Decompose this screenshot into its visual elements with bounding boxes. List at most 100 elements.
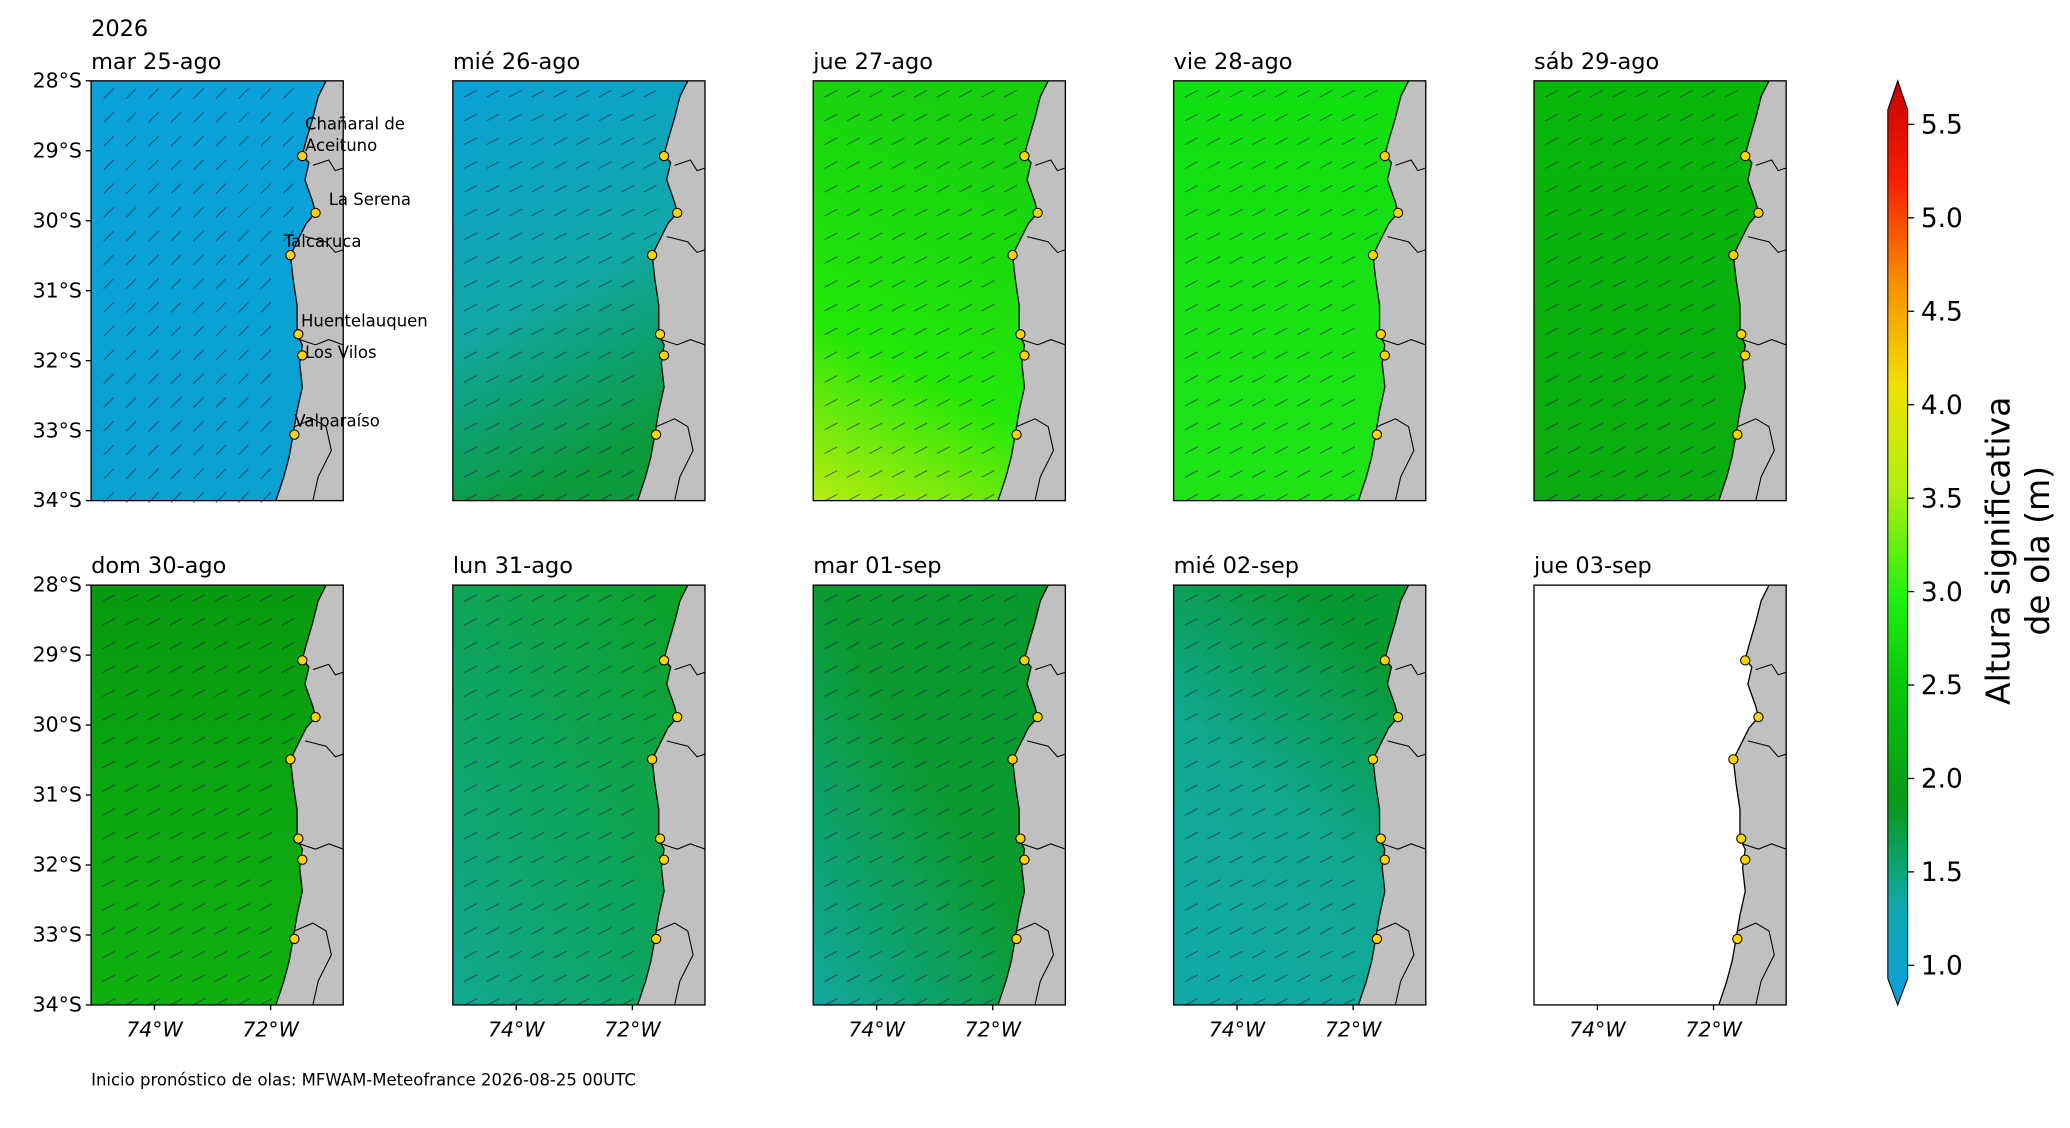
wind-arrow xyxy=(1184,808,1199,816)
wind-arrow xyxy=(914,232,928,241)
wind-arrow xyxy=(869,446,883,455)
place-marker xyxy=(658,655,670,666)
wind-arrow xyxy=(643,232,657,241)
wind-arrow xyxy=(1545,327,1559,336)
wind-arrow xyxy=(531,351,545,359)
wind-arrow xyxy=(958,784,973,792)
wind-arrow xyxy=(148,111,160,123)
wind-arrow xyxy=(914,594,928,602)
wind-arrow xyxy=(486,903,500,911)
place-marker xyxy=(1015,329,1026,340)
wind-arrow xyxy=(914,327,928,336)
wind-arrow xyxy=(236,831,251,840)
wind-arrow xyxy=(214,665,228,674)
wind-arrow xyxy=(147,760,161,769)
wind-arrow xyxy=(170,230,182,242)
wind-arrow xyxy=(214,974,228,983)
wind-arrow xyxy=(914,493,928,502)
wind-arrow xyxy=(869,303,883,312)
wind-arrow xyxy=(214,712,228,721)
wind-arrow xyxy=(1229,665,1243,674)
wind-arrow xyxy=(1274,208,1288,217)
place-marker xyxy=(658,150,670,162)
frame xyxy=(1172,584,1427,1006)
wind-arrow xyxy=(576,760,590,769)
wind-arrow xyxy=(598,855,612,864)
border xyxy=(661,339,706,346)
border xyxy=(1755,159,1787,172)
wind-arrow xyxy=(1634,303,1649,312)
wind-arrow xyxy=(1229,422,1243,431)
wind-arrow xyxy=(1274,926,1288,935)
wind-arrow xyxy=(191,689,206,697)
border xyxy=(1026,740,1066,758)
wind-arrow xyxy=(1296,446,1311,455)
wind-arrow xyxy=(169,926,183,935)
wind-arrow xyxy=(486,998,500,1006)
place-marker xyxy=(658,350,670,361)
border xyxy=(299,843,344,850)
wind-arrow xyxy=(1341,594,1356,602)
wind-arrow xyxy=(914,256,928,264)
wind-arrow xyxy=(170,325,182,337)
wind-arrow xyxy=(936,950,950,959)
wind-arrow xyxy=(1634,446,1649,455)
wind-arrow xyxy=(598,113,612,122)
wind-arrow xyxy=(958,903,973,911)
wind-arrow xyxy=(553,493,567,502)
wind-arrow xyxy=(936,327,950,336)
wind-arrow xyxy=(463,760,478,769)
wind-arrow xyxy=(1296,398,1311,407)
wind-arrow xyxy=(824,641,838,650)
wind-arrow xyxy=(1319,760,1333,769)
wind-arrow xyxy=(846,351,861,359)
wind-arrow xyxy=(1612,137,1626,146)
wind-arrow xyxy=(981,351,995,359)
wind-arrow xyxy=(846,256,861,264)
wind-arrow xyxy=(981,641,995,650)
wind-arrow xyxy=(553,617,567,626)
frame xyxy=(1172,80,1427,502)
wind-arrow xyxy=(486,184,500,193)
wind-arrow xyxy=(981,950,995,959)
wind-arrow xyxy=(869,232,883,241)
wind-arrow xyxy=(1319,256,1333,264)
wind-arrow xyxy=(869,470,883,478)
wind-arrow xyxy=(259,689,273,697)
wind-arrow xyxy=(508,327,523,336)
wind-arrow xyxy=(486,594,500,602)
wind-arrow xyxy=(576,279,590,288)
wind-arrow xyxy=(576,879,590,888)
border xyxy=(1742,843,1787,850)
wind-arrow xyxy=(1229,974,1243,983)
wind-arrow xyxy=(463,89,478,98)
wind-arrow xyxy=(958,89,973,98)
wind-arrow xyxy=(1679,279,1694,288)
wind-arrow xyxy=(170,254,182,266)
wind-arrow xyxy=(1545,303,1559,312)
wind-arrow xyxy=(1319,926,1333,935)
wind-arrow xyxy=(936,855,950,864)
wind-arrow xyxy=(125,254,137,266)
lon-tick-label: 72°W xyxy=(1685,1018,1742,1042)
wind-arrow xyxy=(620,784,635,792)
wind-arrow xyxy=(1589,184,1604,193)
place-label: Talcaruca xyxy=(283,232,362,251)
place-marker xyxy=(297,350,308,361)
wind-arrow xyxy=(1274,594,1288,602)
wind-arrow xyxy=(1274,113,1288,122)
wind-arrow xyxy=(1657,279,1671,288)
border xyxy=(299,339,344,346)
wind-arrow xyxy=(643,617,657,626)
wind-arrow xyxy=(553,855,567,864)
wind-arrow xyxy=(147,974,161,983)
wind-arrow xyxy=(215,254,227,266)
wind-arrow xyxy=(553,974,567,983)
wind-arrow xyxy=(236,689,251,697)
place-marker xyxy=(658,854,670,865)
wind-arrow xyxy=(1364,641,1378,650)
wind-arrow xyxy=(508,974,523,983)
wind-arrow xyxy=(237,349,249,361)
wind-arrow xyxy=(260,349,272,361)
wind-arrow xyxy=(1274,256,1288,264)
